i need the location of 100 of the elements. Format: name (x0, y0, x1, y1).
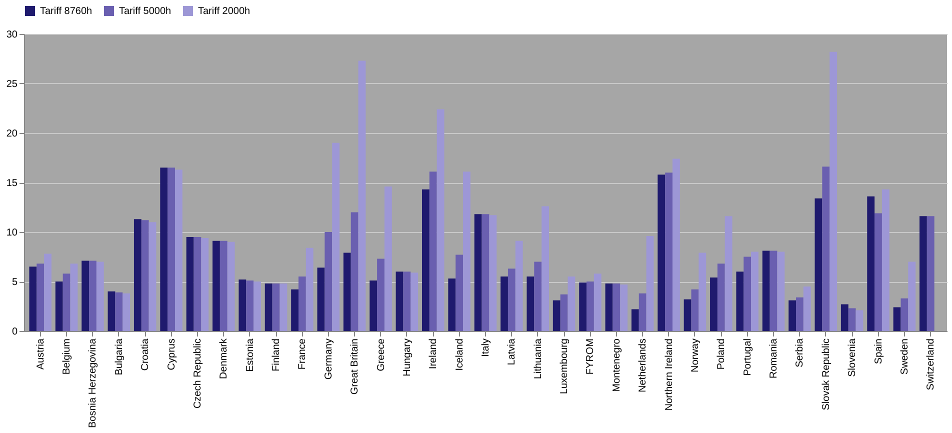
bar (830, 52, 838, 331)
x-tick-label: Spain (873, 338, 884, 364)
bar (108, 291, 116, 331)
bar (874, 213, 882, 331)
bar (186, 236, 194, 331)
x-tick-label: Iceland (454, 338, 466, 371)
bar (403, 272, 411, 331)
bar (620, 284, 628, 331)
x-tick-label: FYROM (585, 338, 596, 375)
bar (882, 189, 890, 331)
x-tick-label: Portugal (742, 338, 754, 376)
x-tick-label: Belgium (62, 338, 73, 375)
x-tick-label: Switzerland (926, 338, 937, 390)
bar (291, 289, 298, 331)
x-tick-label: Bosnia Herzegovina (88, 338, 99, 428)
bar (370, 280, 378, 331)
bar (272, 283, 280, 331)
bar (489, 215, 497, 331)
bar (201, 238, 209, 331)
bar (280, 283, 288, 331)
x-tick-label: Luxembourg (559, 338, 570, 394)
x-tick-label: Great Britain (350, 338, 361, 395)
bar (710, 278, 718, 331)
x-tick-label: Denmark (218, 338, 230, 380)
bar (358, 60, 366, 331)
bar (717, 264, 725, 331)
bar (317, 268, 325, 331)
bar (134, 219, 142, 331)
x-tick-label: Northern Ireland (664, 338, 675, 411)
bar (212, 240, 220, 331)
bar (377, 258, 384, 331)
legend-label: Tariff 5000h (119, 6, 172, 17)
bar (298, 276, 306, 331)
bar (605, 283, 613, 331)
x-tick-label: Greece (376, 338, 387, 372)
bar (560, 294, 568, 331)
bar (594, 274, 602, 331)
x-tick-label: Netherlands (638, 338, 649, 392)
x-tick-label: Slovenia (847, 338, 858, 377)
x-tick-label: Lithuania (532, 338, 544, 380)
bar (115, 292, 123, 331)
bar (246, 280, 254, 331)
bar (174, 170, 182, 331)
bar (658, 174, 666, 331)
bar (474, 214, 482, 331)
bar (856, 310, 864, 331)
bar (70, 264, 78, 331)
bar (44, 254, 52, 331)
bar (796, 297, 804, 331)
y-tick-label: 0 (12, 326, 18, 338)
bar (579, 282, 587, 331)
bar (122, 293, 130, 331)
x-tick-label: Croatia (140, 338, 152, 371)
bar (534, 262, 542, 331)
x-tick-label: Slovak Republic (820, 338, 832, 410)
bar (500, 276, 508, 331)
bar (803, 286, 811, 331)
bar (332, 142, 340, 331)
bar (926, 216, 934, 331)
bar (238, 280, 246, 331)
x-tick-label: Hungary (402, 338, 413, 376)
bar (306, 248, 314, 331)
bar (82, 260, 90, 331)
bar (822, 166, 830, 331)
bar (814, 198, 822, 331)
x-tick-label: Latvia (506, 338, 518, 366)
bar (220, 240, 228, 331)
bar (770, 250, 778, 331)
bar (552, 300, 560, 331)
y-tick-label: 30 (6, 30, 18, 40)
bar (436, 109, 444, 331)
bar (908, 262, 916, 331)
bar (665, 172, 672, 331)
bar (448, 278, 456, 331)
bar (141, 220, 149, 331)
bar (612, 283, 620, 331)
bar (89, 260, 96, 331)
bar (684, 299, 692, 331)
bar (482, 214, 490, 331)
bar (900, 298, 908, 331)
bar (893, 307, 901, 331)
y-tick-label: 20 (6, 128, 18, 140)
bar (736, 272, 744, 331)
bar (254, 282, 261, 331)
x-tick-label: Bulgaria (114, 338, 125, 376)
bar (724, 216, 732, 331)
x-tick-label: Cyprus (166, 338, 178, 370)
bar (744, 256, 752, 331)
bar (508, 268, 516, 331)
x-tick-label: Austria (35, 338, 46, 370)
x-tick-label: Sweden (899, 338, 910, 375)
x-tick-label: Norway (690, 338, 701, 372)
y-tick-label: 25 (6, 79, 18, 90)
bar (631, 309, 639, 331)
bar (463, 172, 470, 331)
bar (751, 252, 758, 331)
bar (396, 272, 404, 331)
x-tick-label: Germany (323, 338, 334, 380)
bar (777, 252, 785, 331)
x-tick-label: France (297, 338, 308, 370)
